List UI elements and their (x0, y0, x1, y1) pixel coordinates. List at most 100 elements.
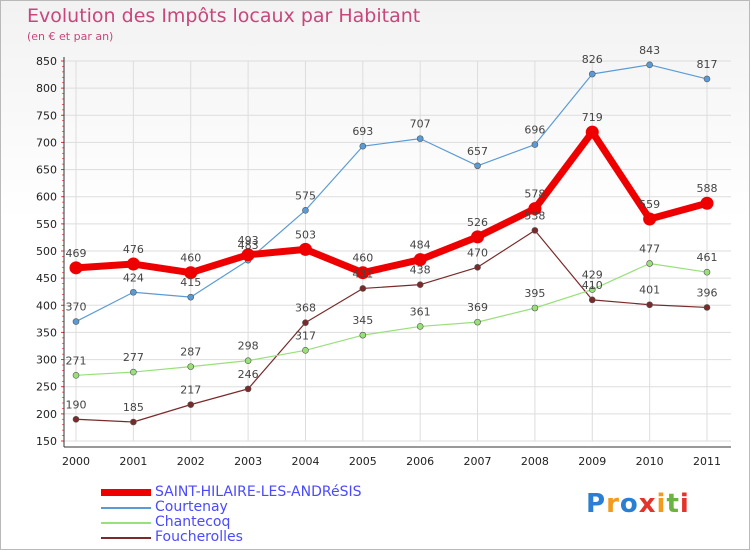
data-point (302, 347, 309, 354)
x-tick-label: 2009 (578, 455, 606, 468)
data-label: 826 (582, 53, 603, 66)
logo-letter: o (619, 489, 639, 519)
x-tick-label: 2002 (177, 455, 205, 468)
logo-letter: r (606, 489, 620, 519)
data-label: 190 (66, 398, 87, 411)
y-tick-label: 550 (36, 218, 57, 231)
x-tick-label: 2008 (521, 455, 549, 468)
data-point (356, 266, 370, 280)
y-tick-label: 800 (36, 82, 57, 95)
data-label: 410 (582, 279, 603, 292)
data-point (588, 296, 596, 304)
logo-letter: x (638, 489, 657, 519)
x-tick-label: 2006 (406, 455, 434, 468)
y-tick-label: 150 (36, 435, 57, 448)
data-point (72, 415, 80, 423)
chart-title: Evolution des Impôts locaux par Habitant (27, 5, 421, 27)
legend-swatch-saint-hilaire (101, 489, 151, 496)
logo-letter: P (586, 489, 607, 519)
data-point (359, 331, 367, 339)
logo-letter: i (656, 489, 667, 519)
data-label: 298 (238, 340, 259, 353)
x-tick-label: 2005 (349, 455, 377, 468)
data-point (241, 248, 255, 262)
series-line (75, 64, 708, 323)
logo-letter: t (666, 489, 680, 519)
data-point (187, 293, 195, 301)
data-point (302, 319, 309, 326)
data-label: 538 (524, 209, 545, 222)
data-point (244, 385, 252, 393)
data-label: 369 (467, 301, 488, 314)
data-label: 526 (467, 216, 488, 229)
data-point (700, 196, 714, 210)
x-tick-label: 2004 (291, 455, 319, 468)
data-label: 843 (639, 44, 660, 57)
data-point (72, 318, 80, 325)
proxiti-logo: Proxiti (586, 489, 690, 519)
data-label: 395 (524, 287, 545, 300)
y-tick-label: 400 (36, 299, 57, 312)
data-label: 370 (66, 301, 87, 314)
data-point (531, 227, 539, 234)
series-line (75, 128, 708, 277)
data-point (187, 401, 195, 408)
data-point (646, 301, 653, 309)
x-tick-label: 2007 (464, 455, 492, 468)
data-label: 493 (238, 234, 259, 247)
data-label: 460 (352, 252, 373, 265)
y-tick-label: 500 (36, 245, 57, 258)
data-label: 477 (639, 242, 660, 255)
data-point (643, 212, 657, 226)
data-point (703, 304, 711, 311)
y-tick-label: 250 (36, 381, 57, 394)
y-tick-label: 450 (36, 272, 57, 285)
data-label: 185 (123, 401, 144, 414)
y-tick-label: 300 (36, 354, 57, 367)
data-point (531, 304, 539, 312)
data-label: 503 (295, 228, 316, 241)
data-label: 438 (410, 264, 431, 277)
data-label: 277 (123, 351, 144, 364)
data-point (72, 372, 80, 379)
data-label: 696 (524, 124, 545, 137)
data-point (126, 257, 140, 271)
data-point (646, 61, 653, 69)
data-point (359, 142, 367, 150)
data-label: 484 (410, 239, 431, 252)
data-point (359, 285, 367, 292)
x-tick-label: 2000 (62, 455, 90, 468)
data-point (528, 202, 542, 216)
chart-legend: SAINT-HILAIRE-LES-ANDRéSIS Courtenay Cha… (101, 485, 361, 545)
legend-item-foucherolles: Foucherolles (101, 530, 361, 545)
logo-letter: i (679, 489, 690, 519)
data-point (130, 288, 137, 296)
data-label: 693 (352, 125, 373, 138)
data-point (588, 70, 596, 78)
legend-label-courtenay: Courtenay (155, 499, 228, 515)
data-label: 246 (238, 368, 259, 381)
chart-subtitle: (en € et par an) (27, 30, 114, 43)
x-tick-label: 2011 (693, 455, 721, 468)
data-label: 415 (180, 276, 201, 289)
data-label: 396 (697, 286, 718, 299)
data-point (69, 261, 83, 275)
data-label: 559 (639, 198, 660, 211)
legend-swatch-courtenay (101, 506, 151, 509)
data-label: 476 (123, 243, 144, 256)
data-point (703, 268, 711, 276)
data-label: 657 (467, 145, 488, 158)
legend-swatch-foucherolles (101, 536, 151, 539)
data-label: 431 (352, 267, 373, 280)
data-point (130, 418, 137, 426)
legend-swatch-chantecoq (101, 521, 151, 524)
data-label: 461 (697, 251, 718, 264)
data-point (244, 357, 252, 364)
series-line (75, 229, 708, 423)
data-point (588, 286, 596, 293)
data-label: 429 (582, 269, 603, 282)
data-point (302, 206, 309, 214)
data-point (413, 253, 427, 267)
